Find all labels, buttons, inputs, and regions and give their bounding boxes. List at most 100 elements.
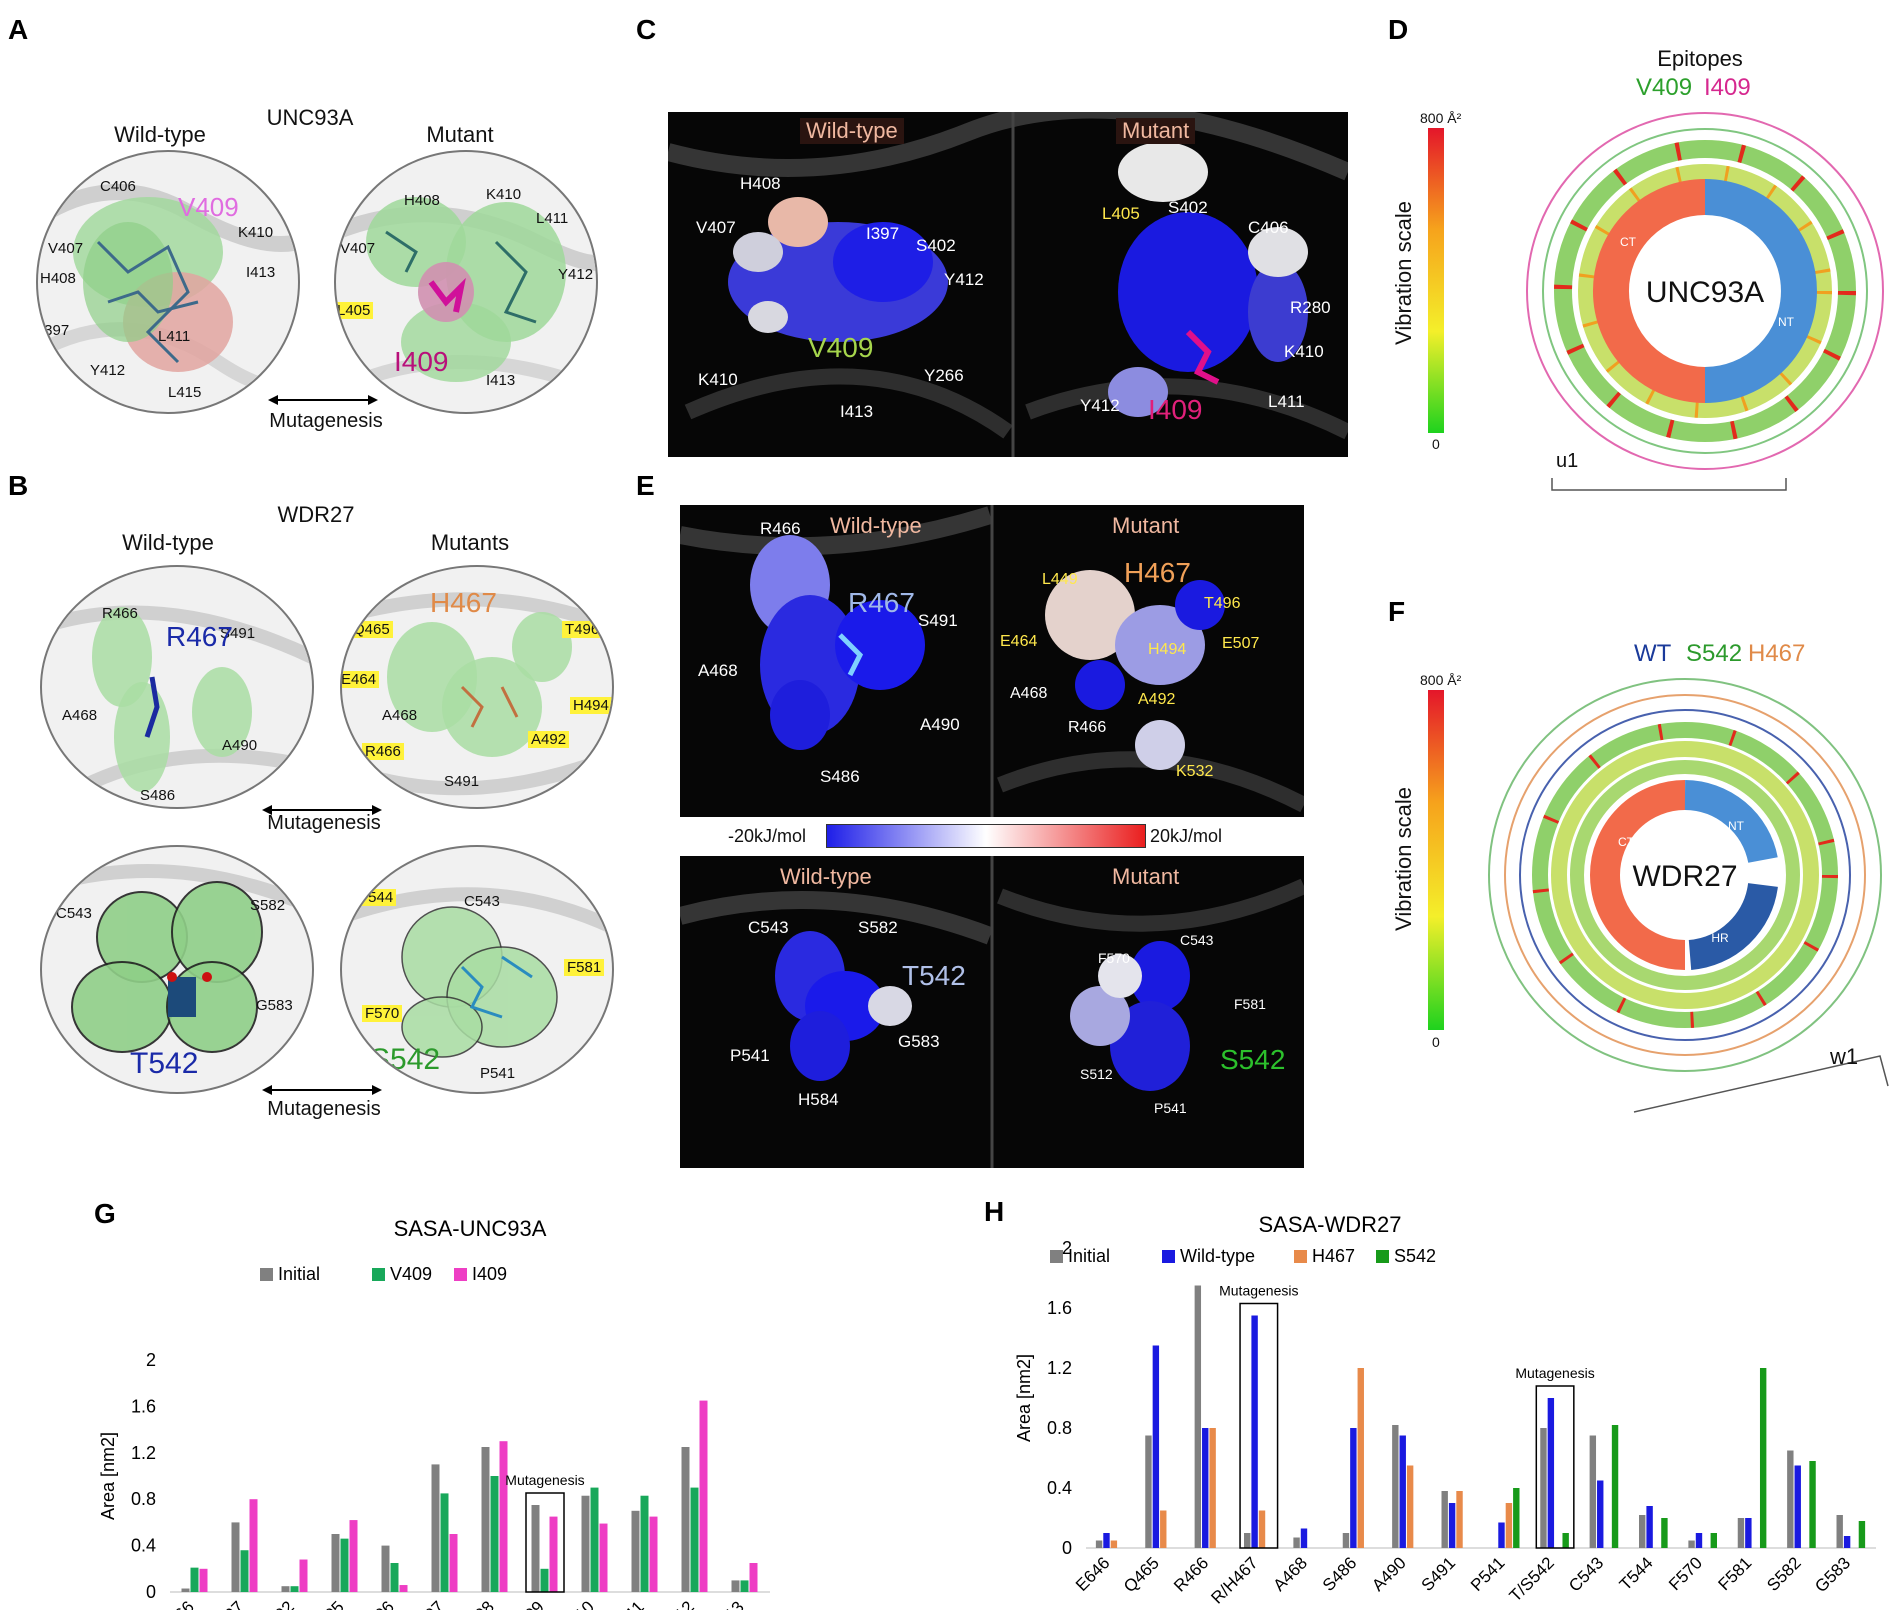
panel-b-bottom-mut-res-2: F581	[564, 959, 605, 976]
panel-c-wt-res-2: V407	[696, 218, 736, 237]
panel-e-energy-bar	[826, 824, 1146, 848]
panel-e-bottom-wt-title: Wild-type	[780, 864, 872, 889]
panel-e-top-mut-res-6: A492	[1138, 691, 1176, 708]
chart-sasa-wdr27: SASA-WDR27 Initial Wild-type H467 S542 0 0.4 0.…	[1014, 1212, 1876, 1606]
mutagenesis-annotation: Mutagenesis	[505, 1472, 584, 1488]
x-tick-label: L411	[609, 1597, 648, 1610]
panel-c-wt-res-5: K410	[698, 370, 738, 389]
panel-c-mut-site: I409	[1148, 394, 1203, 425]
y-tick-label: 1.6	[1047, 1298, 1072, 1318]
panel-c-letter: C	[636, 14, 657, 45]
panel-d-center: UNC93A	[1646, 276, 1764, 309]
panel-b-protein: WDR27	[277, 502, 355, 527]
y-tick-label: 0	[146, 1582, 156, 1602]
panel-b-top-wt-res-1: S491	[220, 625, 256, 642]
legend-label: I409	[472, 1264, 507, 1284]
bar	[1103, 1533, 1110, 1548]
panel-b-top-mut-res-6: R466	[362, 743, 404, 760]
chart-sasa-unc93a: SASA-UNC93A Initial V409 I409 0 0.4 0.8 1.2 1.6 2…	[98, 1216, 770, 1610]
panel-b-top-mut-res-7: S491	[444, 773, 480, 790]
x-tick-label: C406	[356, 1597, 398, 1610]
panel-a-wt-res-4: I413	[246, 264, 276, 281]
bar	[231, 1522, 240, 1592]
panel-e-top-structure	[680, 505, 1304, 817]
x-tick-label: V/I409	[500, 1597, 548, 1610]
x-tick-label: S486	[1319, 1553, 1361, 1595]
y-tick-label: 1.2	[131, 1443, 156, 1463]
x-tick-label: S402	[256, 1597, 298, 1610]
bar	[331, 1534, 340, 1592]
panel-b-top-wt-res-0: R466	[102, 605, 138, 622]
panel-f-seg-ct: CT	[1618, 835, 1635, 849]
x-tick-label: H408	[456, 1597, 498, 1610]
panel-c-structure	[668, 112, 1348, 457]
panel-d-series1: V409	[1636, 74, 1693, 101]
panel-c-mut-res-0: L405	[1102, 204, 1140, 223]
panel-d-scale-max: 800 Å²	[1420, 110, 1462, 126]
panel-g-letter: G	[94, 1198, 116, 1229]
panel-b-bottom-wt-res-2: G583	[256, 997, 293, 1014]
bar	[1836, 1515, 1843, 1548]
bar	[181, 1588, 190, 1592]
bar	[490, 1476, 499, 1592]
panel-e-bottom-wt-res-1: S582	[858, 918, 898, 937]
panel-b-top-arrow-label: Mutagenesis	[267, 812, 381, 834]
bar	[1392, 1425, 1399, 1548]
panel-e-bottom-wt-res-4: H584	[798, 1090, 839, 1109]
panel-a-protein: UNC93A	[266, 105, 354, 130]
legend-label: Wild-type	[1180, 1246, 1255, 1266]
bar	[1547, 1398, 1555, 1548]
bar	[1498, 1522, 1505, 1548]
panel-a-wt-res-1: V407	[48, 240, 84, 257]
bar	[1540, 1428, 1547, 1548]
bar	[1202, 1428, 1209, 1548]
panel-c-mut-title: Mutant	[1116, 118, 1196, 144]
y-tick-label: 0.8	[131, 1489, 156, 1509]
legend-swatch	[1162, 1250, 1175, 1263]
panel-a-wt-res-0: C406	[100, 178, 136, 195]
bar	[240, 1550, 249, 1592]
panel-e-top-wt-res-1: S491	[918, 611, 958, 630]
panel-e-bottom-mut-res-0: F570	[1098, 950, 1130, 966]
x-tick-label: Q465	[1120, 1553, 1163, 1596]
bar	[1406, 1465, 1414, 1548]
bar	[431, 1464, 440, 1592]
panel-b-bottom-arrow-label: Mutagenesis	[267, 1098, 381, 1120]
panel-f-bracket	[1633, 1055, 1889, 1113]
x-tick-label: T544	[1616, 1553, 1657, 1594]
panel-e-top-wt-res-3: A490	[920, 715, 960, 734]
y-tick-label: 0.4	[1047, 1478, 1072, 1498]
panel-h-letter: H	[984, 1196, 1005, 1227]
bar	[1209, 1428, 1216, 1548]
bar	[1441, 1491, 1448, 1548]
panel-b-top-wt-res-2: A468	[62, 707, 98, 724]
bar	[1456, 1491, 1463, 1548]
panel-a-wt-res-2: H408	[40, 270, 76, 287]
legend-swatch	[1050, 1250, 1063, 1263]
panel-e-energy-min: -20kJ/mol	[728, 826, 807, 846]
bar	[340, 1538, 349, 1592]
legend-label: V409	[390, 1264, 432, 1284]
panel-a-letter: A	[8, 14, 29, 45]
panel-e-top-mut-title: Mutant	[1112, 513, 1180, 538]
panel-e-bottom-wt-res-3: G583	[898, 1032, 940, 1051]
chart-title: SASA-UNC93A	[394, 1216, 547, 1241]
bar	[249, 1499, 258, 1592]
panel-b-bottom-mut-structure	[342, 887, 612, 1058]
bar	[1809, 1461, 1816, 1548]
panel-d-seg-ct: CT	[1620, 235, 1637, 249]
bar	[1688, 1540, 1695, 1548]
x-tick-label: R466	[1170, 1553, 1212, 1595]
panel-b-top-wt-structure	[42, 605, 312, 794]
panel-b-bottom-mut-site: S542	[370, 1043, 441, 1076]
x-tick-label: S491	[1418, 1553, 1460, 1595]
y-tick-label: 1.2	[1047, 1358, 1072, 1378]
panel-d-scale-bar	[1428, 128, 1444, 433]
panel-d-circos: UNC93A CT NT	[1526, 112, 1884, 470]
bar	[731, 1580, 740, 1592]
bar	[499, 1441, 508, 1592]
bar	[690, 1487, 699, 1592]
panel-e-bottom-image: Wild-type Mutant C543 S582 P541 G583 H58…	[680, 856, 1304, 1168]
panel-f-bracket-label: w1	[1830, 1044, 1859, 1069]
panel-a-wt-res-5: I397	[40, 322, 70, 339]
